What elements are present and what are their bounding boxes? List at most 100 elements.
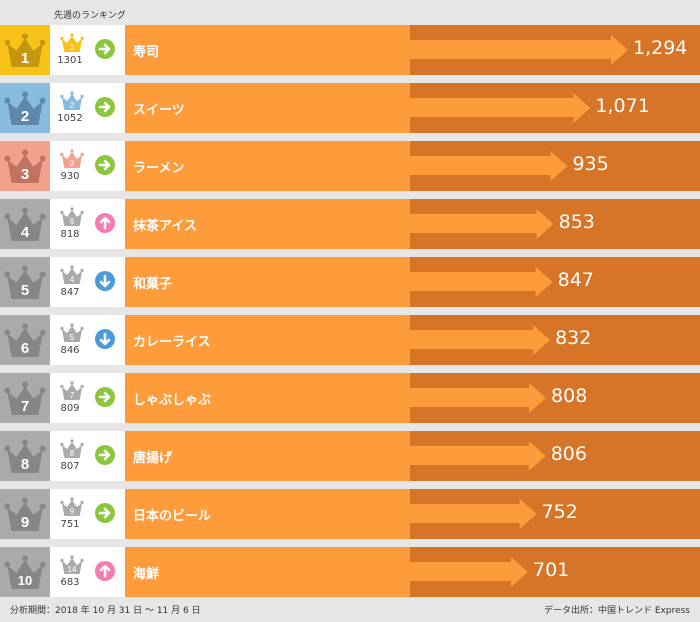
ranking-row: 1 1 1301 寿司 1,294 [0, 25, 700, 75]
item-name: スイーツ [133, 103, 185, 118]
crown-icon: 9 [4, 497, 46, 531]
item-bar: スイーツ [125, 83, 410, 133]
item-name: カレーライス [133, 335, 211, 350]
trend-up-icon [95, 213, 115, 233]
crown-icon: 10 [4, 555, 46, 589]
trend-same-icon [95, 97, 115, 117]
previous-rank-crown-icon: 6 [60, 207, 84, 226]
ranking-row: 9 9 751 日本のビール 752 [0, 489, 700, 539]
previous-rank: 5 [70, 333, 75, 342]
previous-week: 1 1301 [50, 25, 125, 75]
item-value: 1,294 [633, 37, 688, 59]
previous-week: 6 818 [50, 199, 125, 249]
previous-rank: 7 [70, 391, 75, 400]
rank-number: 9 [21, 514, 29, 531]
previous-rank-crown-icon: 1 [60, 33, 84, 52]
value-arrow [410, 93, 591, 123]
previous-rank-crown-icon: 8 [60, 439, 84, 458]
item-name: 唐揚げ [133, 451, 173, 466]
last-week-ranking-header: 先週のランキング [54, 11, 126, 21]
value-area: 832 [410, 315, 700, 365]
rank-badge: 6 [0, 315, 50, 365]
value-arrow [410, 557, 528, 587]
item-value: 1,071 [595, 95, 650, 117]
trend-down-icon [95, 271, 115, 291]
rank-number: 4 [21, 224, 30, 241]
item-bar: カレーライス [125, 315, 410, 365]
item-bar: 和菓子 [125, 257, 410, 307]
previous-value: 1301 [57, 55, 83, 66]
rank-number: 7 [21, 398, 29, 415]
rank-number: 2 [21, 108, 29, 125]
ranking-row: 8 8 807 唐揚げ 806 [0, 431, 700, 481]
rank-number: 10 [18, 573, 32, 588]
previous-value: 809 [60, 403, 80, 414]
value-area: 1,071 [410, 83, 700, 133]
item-value: 935 [572, 153, 609, 175]
item-name: 抹茶アイス [133, 219, 197, 234]
item-value: 853 [558, 211, 595, 233]
item-value: 701 [533, 559, 570, 581]
previous-rank: 14 [68, 565, 77, 574]
previous-rank-crown-icon: 9 [60, 497, 84, 516]
item-bar: 寿司 [125, 25, 410, 75]
previous-rank-crown-icon: 14 [60, 555, 84, 574]
previous-value: 846 [60, 345, 80, 356]
previous-value: 751 [60, 519, 80, 530]
item-bar: 海鮮 [125, 547, 410, 597]
trend-down-icon [95, 329, 115, 349]
previous-value: 847 [60, 287, 80, 298]
previous-rank-crown-icon: 4 [60, 265, 84, 284]
value-arrow [410, 35, 628, 65]
previous-rank: 2 [70, 101, 75, 110]
trend-same-icon [95, 503, 115, 523]
previous-rank: 1 [70, 43, 75, 52]
rank-badge: 9 [0, 489, 50, 539]
crown-icon: 5 [4, 265, 46, 299]
ranking-row: 3 3 930 ラーメン 935 [0, 141, 700, 191]
item-name: 和菓子 [133, 277, 173, 292]
value-arrow [410, 325, 551, 355]
previous-week: 2 1052 [50, 83, 125, 133]
value-area: 808 [410, 373, 700, 423]
rank-badge: 8 [0, 431, 50, 481]
item-bar: 唐揚げ [125, 431, 410, 481]
crown-icon: 3 [4, 149, 46, 183]
value-area: 853 [410, 199, 700, 249]
value-area: 752 [410, 489, 700, 539]
rank-badge: 5 [0, 257, 50, 307]
trend-same-icon [95, 445, 115, 465]
previous-rank: 3 [70, 159, 75, 168]
analysis-period: 分析期間：2018 年 10 月 31 日 ～ 11 月 6 日 [10, 606, 201, 616]
item-name: ラーメン [133, 161, 185, 176]
previous-week: 5 846 [50, 315, 125, 365]
previous-rank-crown-icon: 3 [60, 149, 84, 168]
previous-value: 1052 [57, 113, 83, 124]
rank-number: 1 [21, 50, 29, 67]
previous-value: 683 [60, 577, 80, 588]
previous-value: 807 [60, 461, 80, 472]
trend-same-icon [95, 39, 115, 59]
item-name: しゃぶしゃぶ [133, 393, 212, 408]
previous-week: 3 930 [50, 141, 125, 191]
value-arrow [410, 441, 546, 471]
trend-same-icon [95, 155, 115, 175]
rank-number: 5 [21, 282, 29, 299]
item-bar: ラーメン [125, 141, 410, 191]
previous-rank-crown-icon: 5 [60, 323, 84, 342]
crown-icon: 4 [4, 207, 46, 241]
value-area: 806 [410, 431, 700, 481]
previous-rank: 6 [70, 217, 75, 226]
previous-rank: 4 [70, 275, 75, 284]
value-area: 1,294 [410, 25, 700, 75]
previous-week: 8 807 [50, 431, 125, 481]
value-arrow [410, 499, 537, 529]
value-area: 847 [410, 257, 700, 307]
previous-week: 7 809 [50, 373, 125, 423]
previous-rank: 8 [70, 449, 75, 458]
rank-number: 8 [21, 456, 29, 473]
value-arrow [410, 151, 568, 181]
rank-number: 3 [21, 166, 29, 183]
item-bar: しゃぶしゃぶ [125, 373, 410, 423]
rank-badge: 3 [0, 141, 50, 191]
